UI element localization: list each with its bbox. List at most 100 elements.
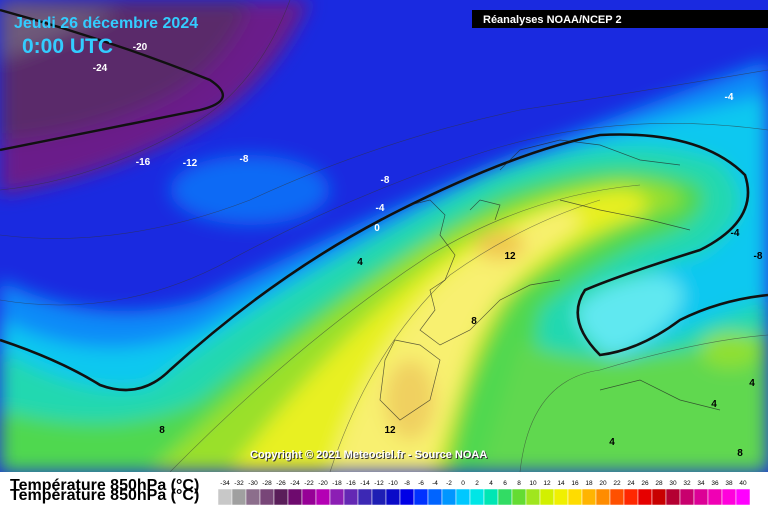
colorbar-label: -32	[234, 480, 244, 487]
colorbar-label: 36	[711, 480, 719, 487]
colorbar-label: -20	[318, 480, 328, 487]
legend-title-echo: Température 850hPa (°C)	[10, 487, 199, 504]
colorbar-swatch	[357, 488, 373, 506]
contour-labels: -20 -24 -16 -12 -8 -8 -4 0 4 12 8 8 12 -4 -4 -8 4 4 4 8	[93, 42, 763, 459]
colorbar-swatch	[329, 488, 345, 506]
colorbar-label: 2	[475, 480, 479, 487]
colorbar-swatch	[385, 488, 401, 506]
colorbar-label: 32	[683, 480, 691, 487]
colorbar-swatch	[371, 488, 387, 506]
colorbar-swatch	[525, 488, 541, 506]
colorbar-label: -28	[262, 480, 272, 487]
colorbar-swatch	[735, 488, 751, 506]
contour-label: -8	[754, 251, 763, 262]
contour-label: -4	[725, 92, 734, 103]
colorbar-label: -2	[446, 480, 452, 487]
colorbar-swatch	[553, 488, 569, 506]
contour-label: -12	[183, 158, 198, 169]
colorbar-label: -14	[360, 480, 370, 487]
colorbar-label: 6	[503, 480, 507, 487]
colorbar-swatch	[441, 488, 457, 506]
colorbar-label: 26	[641, 480, 649, 487]
colorbar-label: -24	[290, 480, 300, 487]
contour-label: 12	[504, 251, 516, 262]
contour-label: 4	[749, 378, 755, 389]
contour-label: -20	[133, 42, 148, 53]
colorbar-swatch	[245, 488, 261, 506]
colorbar-label: 24	[627, 480, 635, 487]
colorbar-label: 34	[697, 480, 705, 487]
source-box	[472, 10, 768, 28]
colorbar-label: -26	[276, 480, 286, 487]
colorbar-label: -12	[374, 480, 384, 487]
colorbar-swatch	[595, 488, 611, 506]
colorbar-label: 14	[557, 480, 565, 487]
colorbar-swatch	[511, 488, 527, 506]
colorbar-label: -18	[332, 480, 342, 487]
colorbar-swatch	[539, 488, 555, 506]
colorbar-swatch	[273, 488, 289, 506]
colorbar-label: -8	[404, 480, 410, 487]
colorbar-swatch	[637, 488, 653, 506]
colorbar-swatch	[217, 488, 233, 506]
contour-label: -4	[376, 203, 385, 214]
colorbar-swatch	[399, 488, 415, 506]
colorbar-swatch	[287, 488, 303, 506]
colorbar-label: -30	[248, 480, 258, 487]
contour-label: -24	[93, 63, 108, 74]
contour-label: 4	[357, 257, 363, 268]
colorbar-label: 18	[585, 480, 593, 487]
colorbar-label: 16	[571, 480, 579, 487]
colorbar-swatch	[567, 488, 583, 506]
colorbar-swatch	[413, 488, 429, 506]
colorbar-swatch	[497, 488, 513, 506]
colorbar-label: -10	[388, 480, 398, 487]
colorbar-swatch	[581, 488, 597, 506]
colorbar-label: 20	[599, 480, 607, 487]
colorbar-label: 4	[489, 480, 493, 487]
copyright: Copyright © 2021 Meteociel.fr - Source N…	[250, 449, 487, 461]
contour-label: 4	[711, 399, 717, 410]
contour-label: 8	[737, 448, 743, 459]
colorbar-label: 10	[529, 480, 537, 487]
colorbar-swatch	[665, 488, 681, 506]
colorbar-label: 12	[543, 480, 551, 487]
colorbar-swatch	[259, 488, 275, 506]
contour-label: 12	[384, 425, 396, 436]
colorbar-swatch	[609, 488, 625, 506]
legend-title: Température 850hPa (°C)	[10, 477, 199, 494]
colorbar-swatch	[427, 488, 443, 506]
colorbar-swatch	[315, 488, 331, 506]
temperature-field	[0, 0, 768, 472]
colorbar-label: 22	[613, 480, 621, 487]
time: 0:00 UTC	[22, 35, 113, 58]
colorbar-swatch	[343, 488, 359, 506]
colorbar-swatch	[301, 488, 317, 506]
colorbar-swatch	[623, 488, 639, 506]
colorbar-label: 8	[517, 480, 521, 487]
colorbar-label: -22	[304, 480, 314, 487]
colorbar-swatch	[707, 488, 723, 506]
contour-label: -16	[136, 157, 151, 168]
contour-label: -4	[731, 228, 740, 239]
colorbar-label: 28	[655, 480, 663, 487]
source: Réanalyses NOAA/NCEP 2	[483, 14, 622, 26]
contour-label: 8	[159, 425, 165, 436]
colorbar-swatch	[483, 488, 499, 506]
colorbar: -34 -32 -30 -28 -26 -24 -22 -20 -18 -16 -14 -12 -10-…	[217, 480, 751, 506]
colorbar-swatch	[469, 488, 485, 506]
contour-label: -8	[381, 175, 390, 186]
colorbar-label: -4	[432, 480, 438, 487]
contour-label: 8	[471, 316, 477, 327]
colorbar-label: -6	[418, 480, 424, 487]
colorbar-swatch	[231, 488, 247, 506]
colorbar-swatch	[651, 488, 667, 506]
colorbar-label: -16	[346, 480, 356, 487]
colorbar-label: 40	[739, 480, 747, 487]
colorbar-label: -34	[220, 480, 230, 487]
contour-label: 0	[374, 223, 380, 234]
colorbar-label: 38	[725, 480, 733, 487]
copyright-shadow: Copyright © 2021 Meteociel.fr - Source N…	[251, 450, 488, 462]
